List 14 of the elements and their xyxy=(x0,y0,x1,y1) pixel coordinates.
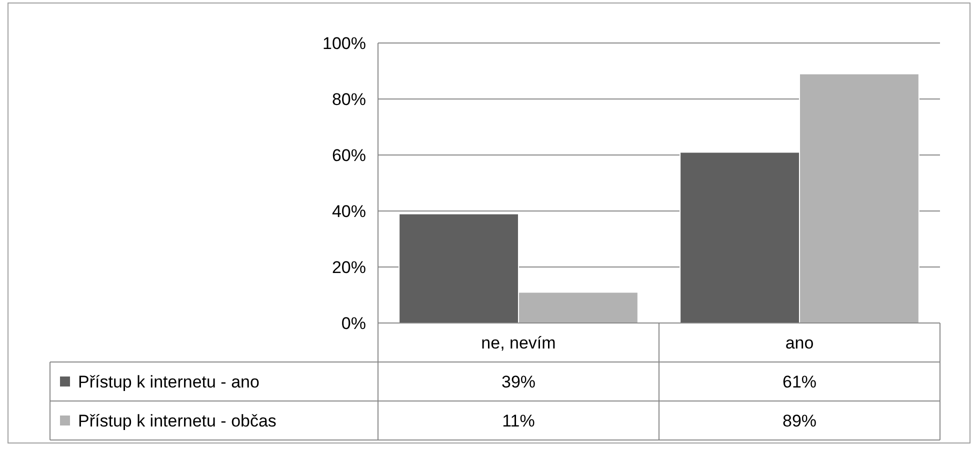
data-label: 61% xyxy=(782,372,817,392)
y-tick-label: 0% xyxy=(341,314,366,333)
data-label: 39% xyxy=(501,372,536,392)
y-tick-label: 20% xyxy=(332,258,366,277)
y-tick-label: 40% xyxy=(332,202,366,221)
data-label: 11% xyxy=(502,411,535,430)
x-tick-label: ne, nevím xyxy=(481,333,556,352)
legend-label: Přístup k internetu - ano xyxy=(78,372,260,392)
y-tick-label: 100% xyxy=(322,34,366,53)
x-tick-label: ano xyxy=(785,333,814,352)
data-label: 89% xyxy=(782,411,817,430)
y-tick-label: 80% xyxy=(332,90,366,109)
y-tick-label: 60% xyxy=(332,146,366,165)
legend-label: Přístup k internetu - občas xyxy=(78,411,276,430)
